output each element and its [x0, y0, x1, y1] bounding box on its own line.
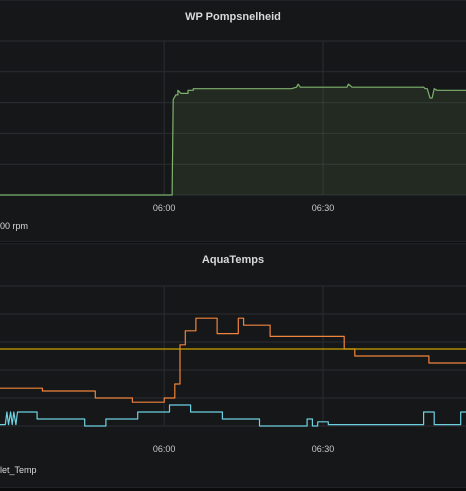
panel-title[interactable]: WP Pompsnelheid [185, 11, 281, 23]
series-line[interactable] [0, 83, 466, 196]
panel-wp-pompsnelheid: WP Pompsnelheid 06:0006:3007:0007:3008:0… [0, 0, 466, 242]
x-tick-label: 06:00 [153, 203, 176, 213]
series-line[interactable] [0, 363, 466, 427]
series-line[interactable] [0, 346, 466, 350]
legend-item[interactable]: 00 rpm [0, 221, 29, 231]
x-tick-label: 06:00 [153, 444, 176, 454]
panel-title[interactable]: AquaTemps [201, 254, 265, 266]
x-tick-label: 06:30 [312, 203, 335, 213]
legend-item[interactable]: let_Temp [0, 465, 37, 475]
series-line[interactable] [0, 317, 466, 403]
series-area [0, 84, 466, 195]
x-tick-label: 06:30 [312, 444, 335, 454]
